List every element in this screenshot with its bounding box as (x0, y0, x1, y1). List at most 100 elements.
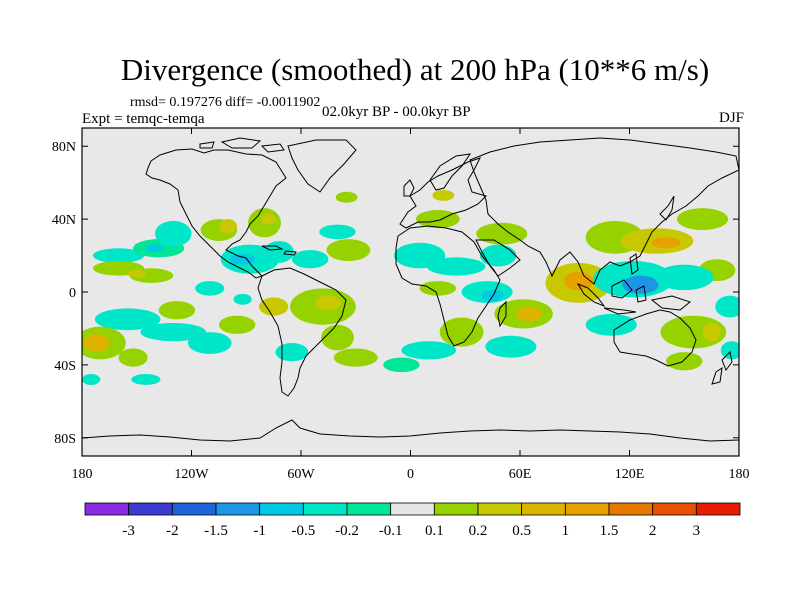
colorbar-label: -0.2 (335, 523, 359, 539)
contour-region (476, 222, 528, 245)
axis-tick-labels: 180 120W 60W 0 60E 120E 180 80N 40N 0 40S 80S (52, 140, 750, 482)
contour-region (415, 210, 460, 229)
contour-region (702, 322, 721, 342)
contour-region (145, 244, 165, 252)
contour-region (315, 295, 342, 311)
contour-region (218, 315, 256, 334)
contour-region (516, 306, 542, 322)
colorbar-label: 0.1 (425, 523, 444, 539)
colorbar-swatch (259, 502, 304, 516)
coastline-africa (395, 225, 501, 347)
colorbar-label: -0.5 (291, 523, 315, 539)
colorbar-swatch (433, 502, 479, 516)
contour-region (82, 374, 101, 385)
colorbar-swatch (477, 502, 523, 516)
colorbar-label: -0.1 (379, 523, 403, 539)
contour-region (335, 191, 358, 203)
contour-region (264, 240, 294, 263)
contour-region (479, 244, 517, 267)
contour-region (218, 219, 238, 234)
contour-region (666, 352, 703, 371)
contour-region (275, 343, 309, 362)
colorbar-label: -2 (166, 523, 179, 539)
y-tick-label: 40S (54, 359, 76, 374)
colorbar-swatch (695, 502, 741, 516)
colorbar-label: 0.2 (469, 523, 488, 539)
contour-region (291, 250, 329, 269)
contour-region (715, 295, 739, 318)
contour-region (485, 335, 537, 358)
contour-region (118, 348, 148, 367)
coastline-north-america (145, 148, 287, 279)
colorbar-swatch (652, 502, 697, 516)
colorbar-label: 0.5 (512, 523, 531, 539)
coastline-madagascar (497, 300, 507, 328)
y-tick-label: 40N (52, 213, 76, 228)
contour-region (229, 253, 256, 265)
contour-region (158, 301, 196, 320)
colorbar-swatch (215, 502, 261, 516)
coastline-arctic-islands (199, 137, 285, 153)
contour-region (140, 322, 207, 342)
colorbar-swatch (521, 502, 566, 516)
colorbar-label: -1 (253, 523, 266, 539)
coastline-europe (399, 157, 487, 229)
contour-region (321, 324, 354, 351)
coastline-australia (613, 309, 697, 367)
x-tick-label: 60W (287, 467, 315, 482)
colorbar-swatch (84, 502, 130, 516)
x-tick-label: 180 (72, 467, 93, 482)
x-tick-label: 120W (174, 467, 209, 482)
y-tick-label: 0 (69, 286, 76, 301)
colorbar-label: -3 (122, 523, 135, 539)
coastline-asia (469, 137, 739, 285)
contour-regions (82, 189, 739, 385)
colorbar-label: 2 (649, 523, 657, 539)
x-tick-label: 60E (509, 467, 532, 482)
coastline-britain (403, 179, 415, 197)
y-tick-label: 80N (52, 140, 76, 155)
contour-region (720, 341, 739, 360)
x-tick-label: 120E (615, 467, 645, 482)
colorbar-label: 3 (693, 523, 701, 539)
x-tick-label: 180 (729, 467, 750, 482)
colorbar: -3 -2 -1.5 -1 -0.5 -0.2 -0.1 0.1 0.2 0.5 1 1.5 2 3 (84, 502, 741, 539)
contour-region (131, 374, 161, 385)
contour-region (585, 313, 637, 336)
coastline-greenland (287, 139, 357, 193)
colorbar-label: 1.5 (600, 523, 619, 539)
contour-region (401, 341, 457, 360)
contour-region (563, 271, 594, 291)
colorbar-swatch (302, 502, 348, 516)
coastline-scandinavia (429, 153, 472, 191)
colorbar-swatch (171, 502, 217, 516)
contour-region (419, 281, 457, 296)
y-tick-label: 80S (54, 432, 76, 447)
contour-region (259, 297, 289, 316)
colorbar-swatch (390, 502, 435, 516)
contour-region (92, 248, 145, 263)
contour-region (651, 237, 681, 249)
contour-region (127, 270, 146, 278)
colorbar-swatch (608, 502, 654, 516)
contour-region (432, 189, 455, 201)
axis-ticks (81, 128, 740, 456)
colorbar-swatch (128, 502, 173, 516)
coastline-japan (659, 195, 675, 221)
contour-region (426, 257, 486, 276)
contour-region (195, 281, 225, 296)
colorbar-label: -1.5 (204, 523, 228, 539)
contour-region (655, 264, 714, 291)
coastline-indonesia (576, 253, 692, 315)
contour-region (383, 357, 420, 373)
x-tick-label: 0 (407, 467, 414, 482)
contour-region (439, 317, 484, 347)
colorbar-swatch (346, 502, 392, 516)
coastline-caribbean (261, 245, 297, 256)
contour-region (319, 224, 356, 240)
coastline-south-america (257, 267, 347, 397)
contour-region (155, 220, 192, 247)
coastline-new-zealand (711, 350, 733, 385)
contour-region (83, 333, 110, 353)
stats-text: rmsd= 0.197276 diff= -0.0011902 (130, 95, 321, 110)
